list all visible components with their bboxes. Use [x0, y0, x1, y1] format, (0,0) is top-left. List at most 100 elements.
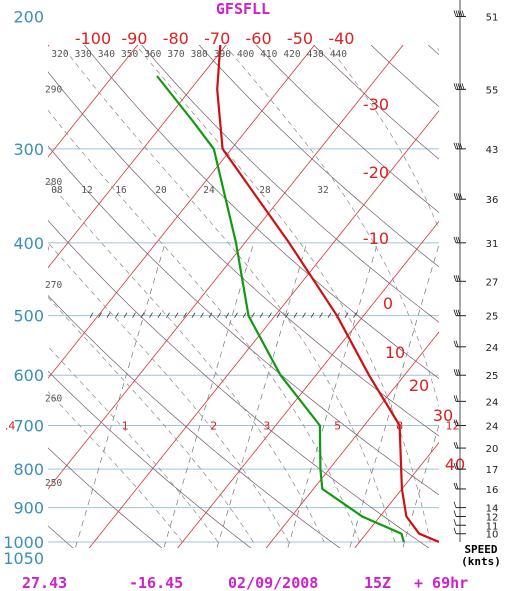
- freezing-level-tick: [353, 312, 357, 318]
- wind-speed-label: 25: [486, 312, 499, 323]
- freezing-level-tick: [234, 312, 238, 318]
- theta-top-label: 380: [191, 49, 208, 60]
- dry-adiabat-line: [48, 71, 439, 437]
- wind-barb: 10: [453, 527, 498, 541]
- wind-barb: 20: [453, 441, 499, 455]
- pressure-label: 700: [13, 417, 44, 436]
- wind-speed-label: 36: [486, 195, 499, 206]
- wind-barb-feather: [453, 482, 457, 490]
- freezing-level-tick: [285, 312, 289, 318]
- freezing-level-tick: [327, 312, 332, 318]
- wind-speed-label: 24: [486, 397, 499, 408]
- moist-adiabat-line: [48, 345, 219, 543]
- wind-barb-feather: [455, 340, 459, 347]
- moist-adiabat-line: [48, 391, 183, 543]
- wind-speed-label: 14: [486, 504, 499, 515]
- wind-barb-feather: [457, 369, 461, 376]
- wind-barb-feather: [453, 419, 457, 426]
- isotherm-line: [265, 331, 439, 548]
- wind-barb-feather: [455, 275, 459, 282]
- theta-top-label: 370: [167, 49, 184, 60]
- theta-left-label: 260: [45, 393, 62, 404]
- pressure-label: 200: [13, 8, 44, 27]
- wind-barb-feather: [453, 142, 457, 150]
- wind-barb-feather: [453, 369, 457, 376]
- mixing-ratio-line: [287, 242, 378, 548]
- mixing-ratio-top-label: 28: [259, 185, 271, 196]
- theta-top-label: 420: [283, 49, 300, 60]
- temperature-top-label: -80: [163, 29, 189, 48]
- isotherm-line: [88, 110, 439, 548]
- moist-adiabat-line: [48, 242, 290, 543]
- footer-forecast: + 69hr: [414, 574, 468, 591]
- mixing-ratio-top-label: 16: [115, 185, 127, 196]
- mixing-ratio-top-label: 12: [81, 185, 92, 196]
- freezing-level-tick: [123, 312, 128, 318]
- wind-barb-feather: [455, 309, 459, 316]
- dry-adiabat-line: [48, 294, 341, 548]
- wind-speed-label: 25: [486, 371, 499, 382]
- pressure-label: 500: [13, 307, 44, 326]
- wind-barb-feather: [459, 83, 463, 90]
- theta-top-label: 330: [75, 49, 92, 60]
- wind-barb-feather: [455, 83, 459, 90]
- wind-speed-label: 20: [486, 444, 499, 455]
- wind-barb-feather: [455, 395, 459, 402]
- dry-adiabat-line: [335, 0, 506, 558]
- footer-lon: -16.45: [129, 574, 183, 591]
- wind-barb: 24: [453, 419, 498, 433]
- temperature-right-label: -10: [363, 229, 389, 248]
- dry-adiabat-line: [370, 45, 439, 108]
- footer-date: 02/09/2008: [228, 574, 318, 591]
- wind-barb-feather: [459, 193, 463, 200]
- wind-speed-label: 55: [486, 85, 499, 96]
- dewpoint-line: [156, 75, 405, 543]
- freezing-level-tick: [276, 312, 281, 318]
- isobar-grid: [48, 148, 439, 543]
- wind-speed-label: 16: [486, 485, 499, 496]
- theta-top-label: 350: [121, 49, 138, 60]
- isotherm-line: [177, 220, 439, 548]
- wind-barb: 25: [453, 369, 499, 382]
- wind-barb-feather: [457, 309, 461, 316]
- pressure-label: 800: [13, 460, 44, 479]
- temperature-right-label: 40: [445, 455, 465, 474]
- axis-labels: 10020030040050060070080090010001050.4123…: [3, 8, 465, 568]
- dry-adiabat-line: [48, 219, 430, 548]
- mixing-ratio-grid: [48, 242, 439, 548]
- mixing-ratio-label: 1: [122, 420, 129, 433]
- wind-barb-feather: [457, 83, 461, 90]
- wind-barb: 55: [453, 83, 499, 96]
- dry-adiabat-line: [48, 370, 252, 548]
- freezing-level-tick: [344, 312, 349, 318]
- wind-barb: 24: [453, 395, 499, 408]
- footer: 27.43 -16.45 02/09/2008 15Z + 69hr: [22, 574, 468, 591]
- wind-barb-feather: [453, 10, 457, 17]
- wind-barb-feather: [453, 463, 457, 470]
- wind-barb: 17: [453, 463, 499, 476]
- freezing-level-tick: [98, 312, 102, 318]
- pressure-label: 300: [13, 140, 44, 159]
- mixing-ratio-line: [216, 242, 308, 548]
- freezing-level-tick: [217, 312, 221, 318]
- freezing-level-tick: [200, 312, 204, 318]
- mixing-ratio-line: [349, 243, 439, 548]
- wind-barb-feather: [455, 419, 459, 426]
- wind-barb-feather: [453, 275, 457, 282]
- wind-barb-feather: [453, 510, 457, 517]
- pressure-label: 1000: [3, 533, 44, 552]
- wind-barb-feather: [455, 10, 459, 17]
- mixing-ratio-label: 5: [334, 420, 341, 433]
- wind-speed-label: 17: [486, 465, 499, 476]
- temperature-right-label: 30: [433, 406, 453, 425]
- wind-barb-feather: [453, 519, 457, 526]
- wind-speed-label: 27: [486, 277, 499, 288]
- wind-speed-label: 12: [486, 513, 499, 524]
- freezing-level-tick: [191, 312, 196, 318]
- freezing-level-tick: [166, 312, 170, 318]
- wind-barb: 43: [453, 142, 498, 156]
- freezing-level-tick: [242, 312, 247, 318]
- wind-barb: 27: [453, 275, 499, 288]
- freezing-level-tick: [183, 312, 187, 318]
- wind-barb: 36: [453, 193, 499, 206]
